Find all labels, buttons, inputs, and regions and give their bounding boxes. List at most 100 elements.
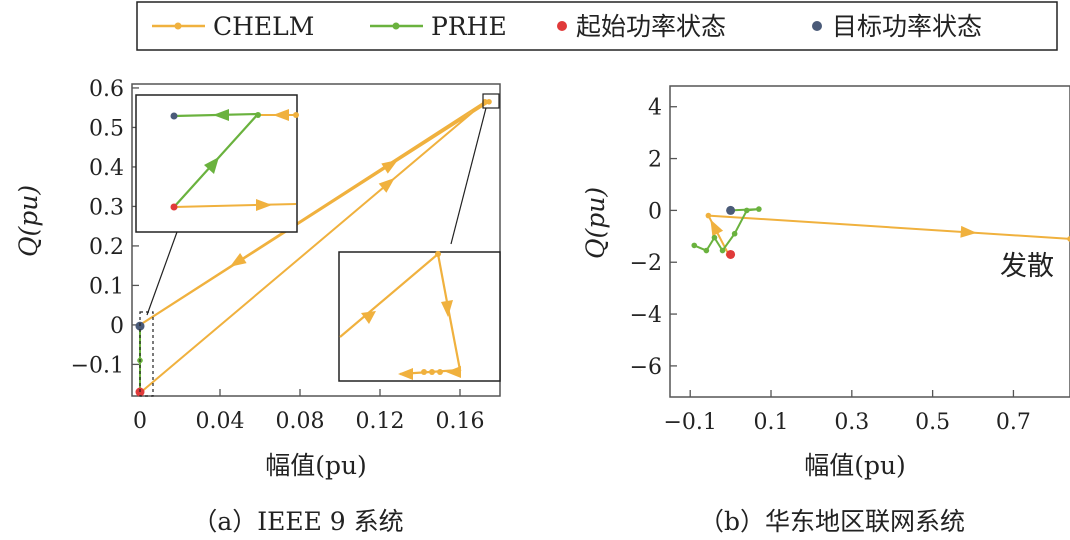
series-chelm-line [139, 100, 490, 393]
y-tick-label: −4 [630, 303, 662, 328]
inset-left-frame [135, 94, 298, 233]
y-tick-label: 0.2 [89, 235, 124, 260]
panel-b-y-label: Q(pu) [581, 187, 610, 259]
inset-left-start-point [170, 203, 178, 211]
y-tick-label: −0.1 [71, 353, 124, 378]
inset-right-arrow-left-2 [398, 368, 413, 380]
inset-right-point-b [429, 369, 435, 375]
panel-a-zoom-region-top [482, 93, 500, 109]
inset-right-point-c [437, 369, 443, 375]
panel-a-x-label: 幅值(pu) [265, 451, 367, 480]
legend-item-start: 起始功率状态 [557, 12, 726, 41]
series-chelm-arrow [378, 177, 395, 193]
inset-left-chelm-arrow-left [273, 109, 289, 121]
inset-left-prhe-point [255, 112, 261, 118]
inset-right [338, 251, 501, 382]
legend-chelm-label: CHELM [213, 12, 314, 41]
legend-target-marker [812, 21, 822, 31]
panel-a-frame [131, 83, 501, 397]
inset-right-point-a [421, 369, 427, 375]
panel-a-zoom-region-origin [139, 311, 154, 397]
start-point [135, 387, 145, 397]
panel-b-caption: （b）华东地区联网系统 [699, 507, 965, 536]
inset-right-point-top [435, 251, 441, 257]
x-tick-label: 0.1 [754, 410, 789, 435]
inset-left-chelm-point [293, 112, 299, 118]
series-prhe-line [693, 208, 760, 253]
y-tick-label: 2 [648, 148, 662, 173]
inset-left-target-point [170, 112, 178, 120]
panel-b-y-ticks: −6 −4 −2 0 2 4 [630, 96, 677, 380]
x-tick-label: 0.08 [276, 409, 325, 434]
series-chelm-point [1067, 236, 1070, 242]
panel-b-x-ticks: −0.1 0.1 0.3 0.5 0.7 [663, 390, 1031, 435]
series-prhe-point [743, 207, 750, 214]
inset-left-prhe-arrow-up [204, 157, 219, 174]
inset-right-arrow-up [361, 311, 376, 324]
series-prhe-point [691, 242, 698, 249]
panel-b-annotation-divergence: 发散 [1000, 251, 1054, 282]
series-prhe-point [719, 247, 726, 254]
panel-a-plot [135, 98, 492, 397]
target-point [726, 205, 736, 215]
x-tick-label: 0.5 [915, 410, 950, 435]
target-point [135, 321, 145, 331]
inset-left-chelm-line [173, 203, 297, 208]
y-tick-label: 0.3 [89, 195, 124, 220]
series-prhe-point [756, 206, 762, 212]
panel-a-zoom-connector-right [450, 107, 487, 245]
series-chelm-arrow [710, 219, 724, 237]
series-chelm-point [486, 98, 492, 105]
inset-left-chelm-arrow-right [256, 199, 272, 211]
panel-a-y-label: Q(pu) [14, 185, 43, 257]
x-tick-label: −0.1 [663, 410, 716, 435]
legend-item-prhe: PRHE [370, 12, 507, 41]
y-tick-label: −6 [630, 355, 662, 380]
panel-b-plot [691, 205, 1070, 259]
legend-target-label: 目标功率状态 [832, 12, 982, 41]
y-tick-label: 0.6 [89, 77, 124, 102]
inset-right-arrow-left-1 [446, 366, 461, 378]
series-chelm-arrow [960, 225, 977, 238]
legend-start-marker [557, 21, 567, 31]
series-chelm-point [482, 98, 488, 105]
panel-a-y-ticks: −0.1 0 0.1 0.2 0.3 0.4 0.5 0.6 [71, 77, 139, 378]
chart-panel-b: −6 −4 −2 0 2 4 −0.1 0.1 0.3 0.5 0.7 发散 Q(pu) 幅值(p… [581, 85, 1070, 536]
series-prhe-point [731, 230, 738, 237]
x-tick-label: 0 [133, 409, 147, 434]
legend: CHELM PRHE 起始功率状态 目标功率状态 [136, 1, 1058, 51]
x-tick-label: 0.16 [436, 409, 485, 434]
y-tick-label: 0.5 [89, 116, 124, 141]
series-prhe-point [711, 234, 718, 241]
series-prhe-point [703, 247, 710, 254]
chart-panel-a: −0.1 0 0.1 0.2 0.3 0.4 0.5 0.6 0 0.04 0.08 0.12 0.1… [14, 77, 501, 536]
y-tick-label: 0.4 [89, 156, 124, 181]
x-tick-label: 0.3 [834, 410, 869, 435]
series-chelm-line [706, 214, 1070, 255]
x-tick-label: 0.04 [196, 409, 245, 434]
panel-b-frame [669, 85, 1070, 398]
panel-a-caption: （a）IEEE 9 系统 [192, 507, 403, 536]
legend-chelm-marker [174, 22, 182, 30]
legend-prhe-marker [392, 22, 400, 30]
start-point [726, 249, 736, 259]
inset-left [135, 94, 299, 233]
y-tick-label: 0 [110, 314, 124, 339]
x-tick-label: 0.12 [356, 409, 405, 434]
y-tick-label: 4 [648, 96, 662, 121]
legend-item-target: 目标功率状态 [812, 12, 982, 41]
legend-prhe-label: PRHE [431, 12, 507, 41]
panel-a-zoom-connector-left [146, 231, 178, 316]
series-chelm-arrow [229, 253, 247, 267]
inset-right-arrow-down [441, 300, 453, 317]
panel-a-x-ticks: 0 0.04 0.08 0.12 0.16 [133, 389, 484, 434]
legend-start-label: 起始功率状态 [576, 12, 726, 41]
series-chelm-arrow [381, 159, 398, 174]
y-tick-label: 0 [648, 199, 662, 224]
y-tick-label: −2 [630, 251, 662, 276]
y-tick-label: 0.1 [89, 274, 124, 299]
legend-item-chelm: CHELM [152, 12, 314, 41]
series-chelm-point [705, 212, 712, 219]
panel-b-x-label: 幅值(pu) [804, 451, 906, 480]
